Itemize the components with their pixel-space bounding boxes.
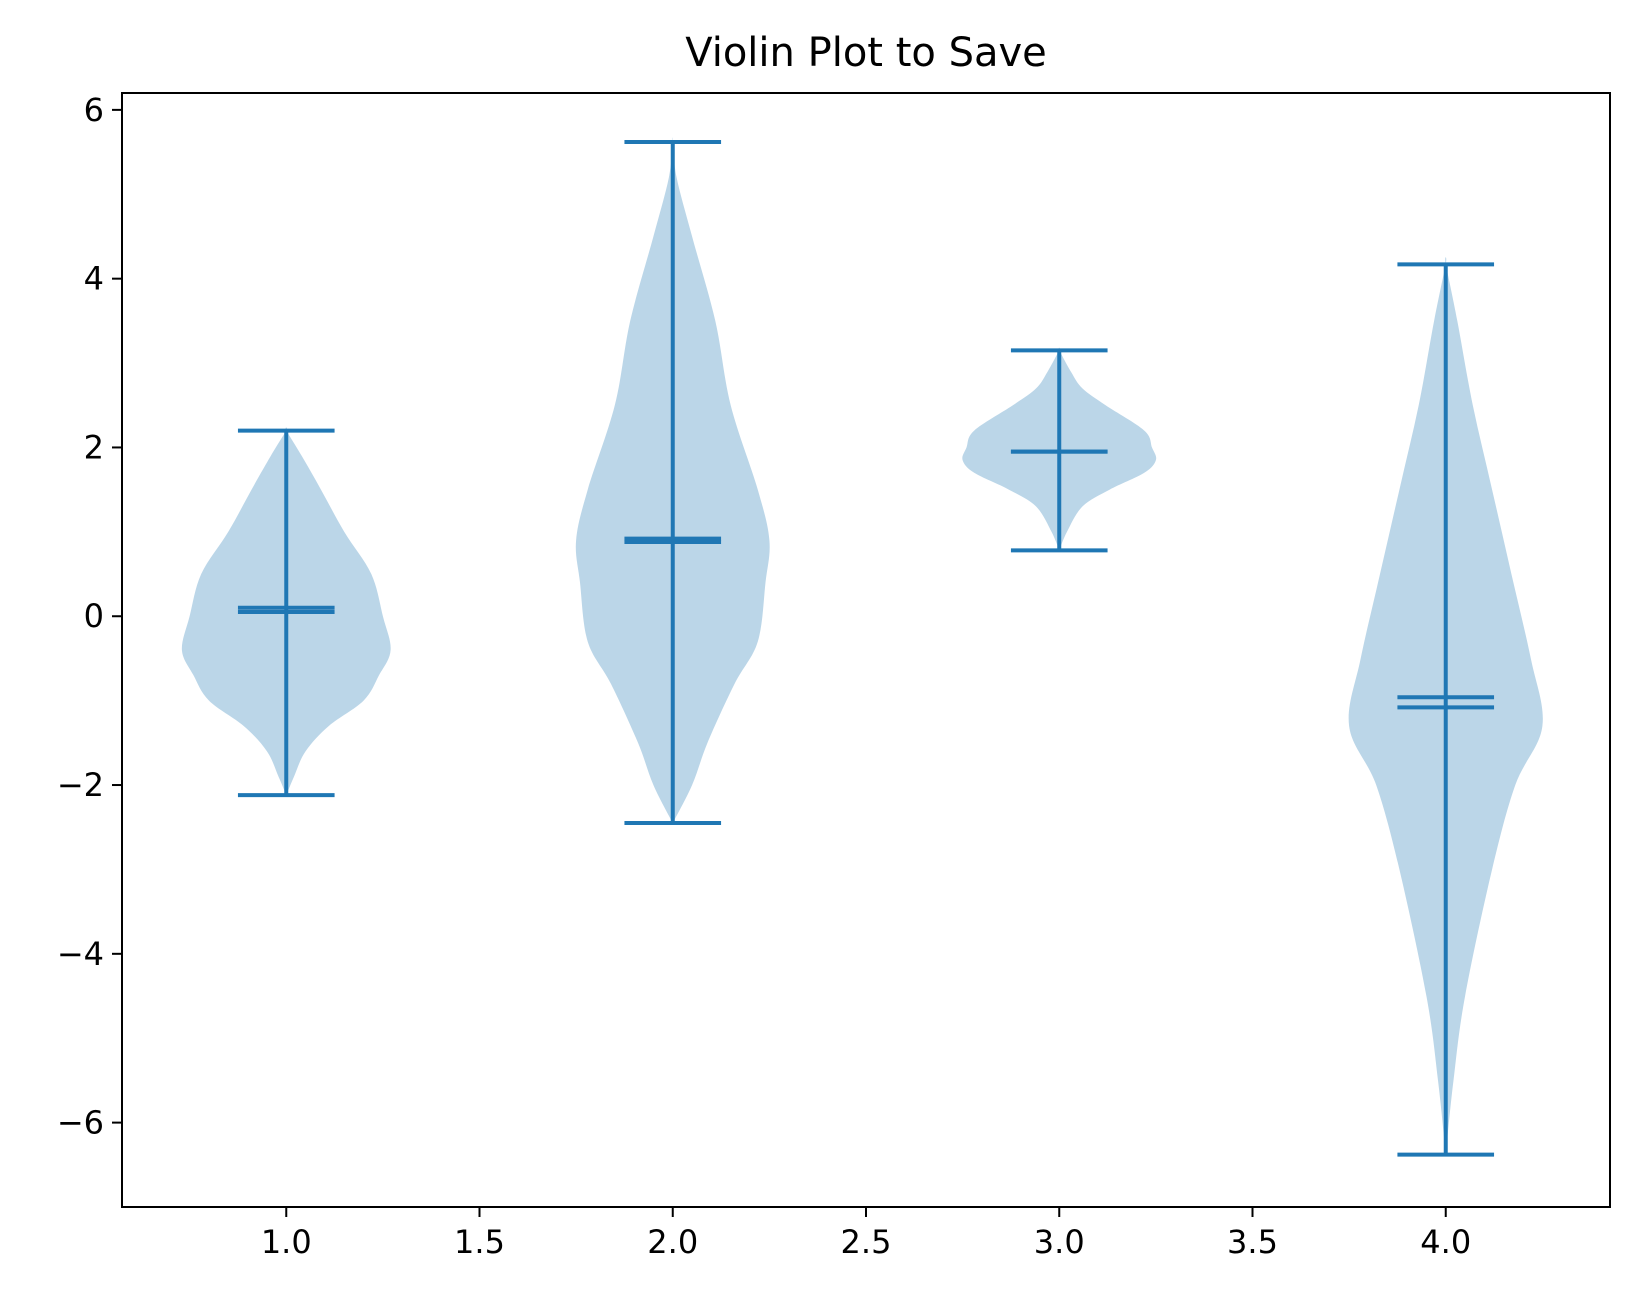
y-tick-label: −2	[57, 766, 104, 804]
x-tick-label: 4.0	[1420, 1223, 1471, 1261]
plot-area-frame	[121, 92, 1611, 1208]
violin-1	[181, 427, 391, 798]
x-axis-ticks: 1.0 1.5 2.0 2.5 3.0 3.5 4.0	[261, 1207, 1471, 1261]
x-tick-label: 3.0	[1034, 1223, 1085, 1261]
y-tick-label: 6	[84, 91, 104, 129]
y-tick-label: −6	[57, 1104, 104, 1142]
x-tick-label: 1.5	[454, 1223, 505, 1261]
y-tick-label: −4	[57, 935, 104, 973]
y-tick-label: 2	[84, 428, 104, 466]
x-tick-label: 3.5	[1227, 1223, 1278, 1261]
violin-2	[575, 137, 770, 826]
violin-3	[962, 347, 1157, 553]
y-axis-ticks: −6 −4 −2 0 2 4 6	[57, 91, 122, 1142]
x-tick-label: 2.0	[647, 1223, 698, 1261]
violin-4	[1348, 257, 1543, 1157]
y-tick-label: 0	[84, 597, 104, 635]
chart-title: Violin Plot to Save	[685, 30, 1047, 76]
violins-layer	[181, 137, 1543, 1157]
x-tick-label: 1.0	[261, 1223, 312, 1261]
y-tick-label: 4	[84, 260, 104, 298]
x-tick-label: 2.5	[841, 1223, 892, 1261]
